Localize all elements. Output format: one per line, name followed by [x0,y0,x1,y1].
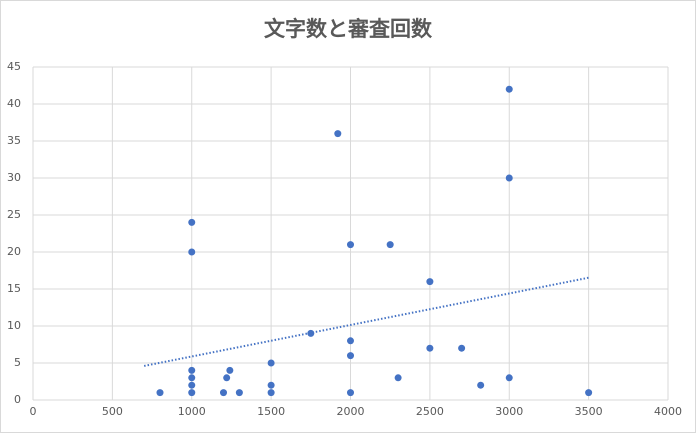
y-tick-label: 0 [14,393,21,406]
chart-title: 文字数と審査回数 [264,17,433,41]
x-tick-label: 3500 [575,405,603,418]
point [585,389,593,397]
point [505,174,513,182]
point [347,352,354,360]
y-tick-label: 45 [7,60,21,73]
point [347,337,354,345]
point [220,389,227,397]
y-tick-label: 25 [7,208,21,221]
point [426,278,434,286]
point [386,241,394,249]
x-tick-label: 4000 [654,405,682,418]
point [188,389,196,397]
x-tick-label: 2000 [337,405,365,418]
point [334,130,342,138]
y-tick-label: 40 [7,97,21,110]
y-tick-label: 35 [7,134,21,147]
x-tick-label: 500 [102,405,123,418]
point [267,389,275,397]
point [307,329,315,337]
y-tick-label: 10 [7,319,21,332]
point [477,381,485,389]
point [394,374,402,382]
point [188,218,196,226]
x-tick-label: 1000 [178,405,206,418]
point [188,374,196,382]
point [188,381,196,389]
point [188,248,196,256]
x-tick-label: 0 [30,405,37,418]
point [505,374,513,382]
point [267,381,275,389]
point [235,389,243,397]
point [156,389,164,397]
x-tick-label: 2500 [416,405,444,418]
y-tick-label: 20 [7,245,21,258]
point [267,359,275,367]
x-tick-label: 3000 [495,405,523,418]
point [458,344,466,352]
x-tick-label: 1500 [257,405,285,418]
point [505,85,513,93]
point [347,241,354,249]
point [226,366,234,374]
point [188,366,196,374]
point [347,389,354,397]
point [223,374,231,382]
y-tick-label: 5 [14,356,21,369]
y-tick-label: 15 [7,282,21,295]
y-tick-label: 30 [7,171,21,184]
point [426,344,434,352]
